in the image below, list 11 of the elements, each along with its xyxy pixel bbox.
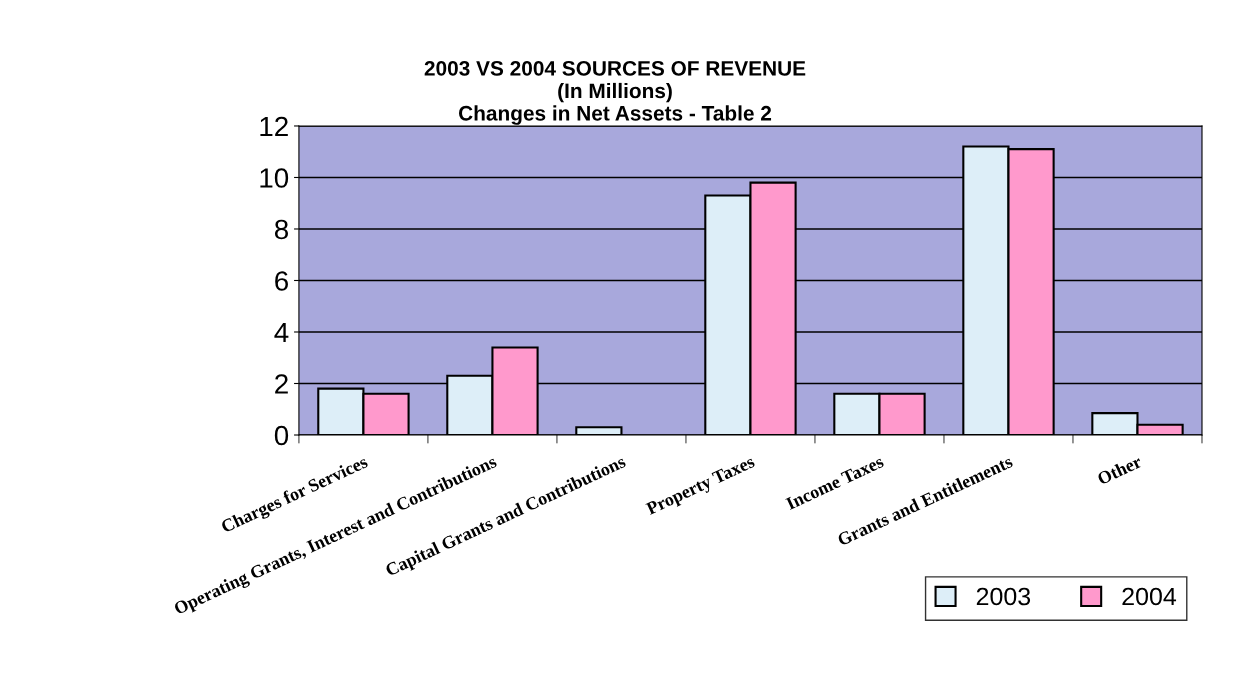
x-tick-label: Other <box>1096 454 1143 486</box>
y-tick-label: 6 <box>275 271 288 291</box>
chart-title: 2003 VS 2004 SOURCES OF REVENUE (In Millions) Changes in Net Assets - Table 2 <box>424 60 806 125</box>
y-tick-label: 2 <box>275 374 288 394</box>
y-tick-label: 12 <box>260 116 288 137</box>
legend-label: 2003 <box>976 587 1031 606</box>
y-tick-label: 0 <box>274 425 289 446</box>
y-tick-label: 8 <box>274 219 288 240</box>
y-tick-label: 10 <box>260 168 289 188</box>
y-tick-label: 4 <box>274 322 289 343</box>
legend-label: 2004 <box>1122 587 1177 606</box>
